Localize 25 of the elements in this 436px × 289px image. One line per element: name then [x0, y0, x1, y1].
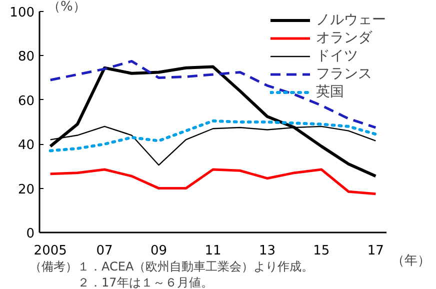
- line-series: [49, 168, 377, 196]
- legend-label: 英国: [316, 83, 344, 101]
- y-tick-label: 100: [10, 6, 35, 20]
- y-tick-label: 40: [18, 138, 35, 154]
- x-tick-label: 13: [258, 244, 276, 258]
- y-tick-label: 0: [26, 226, 35, 242]
- x-tick-label: 15: [313, 244, 330, 258]
- legend-label: ドイツ: [316, 47, 358, 65]
- x-tick-label: 07: [96, 244, 113, 258]
- legend-label: フランス: [316, 65, 372, 83]
- x-tick-label: 09: [150, 244, 168, 258]
- y-tick-label: 20: [18, 182, 35, 198]
- legend-label: オランダ: [316, 29, 372, 47]
- text: ２．17年は１～６月値。: [30, 276, 213, 289]
- line-series: [48, 119, 378, 152]
- x-axis-title: （年）: [392, 254, 430, 268]
- y-tick-label: 80: [18, 50, 35, 65]
- x-tick-label: 17: [367, 244, 384, 258]
- line-series: [48, 65, 378, 178]
- x-tick-label: 11: [204, 244, 222, 258]
- legend-label: ノルウェー: [316, 11, 386, 29]
- x-tick-label: 2005: [34, 244, 67, 258]
- y-tick-label: 60: [18, 94, 35, 109]
- text: （備考）１．ACEA（欧州自動車工業会）より作成。: [30, 260, 314, 274]
- y-axis-title: （%）: [48, 0, 86, 14]
